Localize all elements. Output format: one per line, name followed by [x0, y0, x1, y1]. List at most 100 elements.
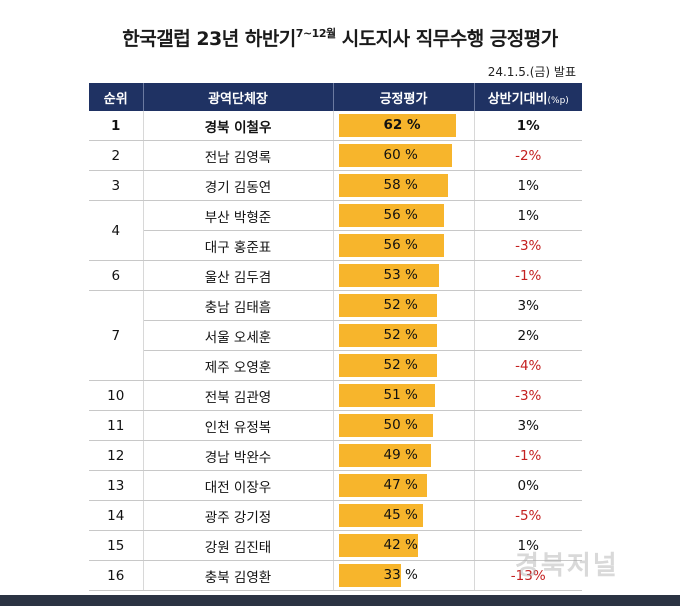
table-row: 12 경남 박완수 49 % -1% [89, 440, 582, 471]
governor-name: 경기 김동연 [143, 170, 334, 201]
header-name: 광역단체장 [143, 83, 334, 111]
release-date: 24.1.5.(금) 발표 [487, 65, 576, 79]
rating-bar [338, 114, 456, 137]
table-row: 13 대전 이장우 47 % 0% [89, 470, 582, 501]
watermark: 경북저널 [515, 551, 619, 581]
rating-value-label: 56 % [383, 207, 418, 223]
rank-cell: 13 [89, 470, 144, 501]
change-cell: -4% [474, 350, 582, 381]
change-cell: -2% [474, 140, 582, 171]
governor-name: 전남 김영록 [143, 140, 334, 171]
change-cell: -1% [474, 440, 582, 471]
rank-cell: 3 [89, 170, 144, 201]
governor-name: 충남 김태흠 [143, 290, 334, 321]
rating-value-label: 51 % [383, 387, 418, 403]
ranking-table: 순위 광역단체장 긍정평가 상반기대비(%p) 1 경북 이철우 62 % 1% 2 전남… [89, 83, 582, 591]
governor-name: 울산 김두겸 [143, 260, 334, 291]
rank-cell: 10 [89, 380, 144, 411]
table-row: 대구 홍준표 56 % -3% [89, 230, 582, 261]
rating-bar [338, 384, 435, 407]
header-change-unit: (%p) [547, 95, 569, 106]
rating-cell: 56 % [333, 230, 475, 261]
rating-cell: 47 % [333, 470, 475, 501]
change-cell: 1% [474, 200, 582, 231]
rating-cell: 53 % [333, 260, 475, 291]
footer-strip [0, 595, 680, 606]
rating-cell: 58 % [333, 170, 475, 201]
chart-title: 한국갤럽 23년 하반기7~12월 시도지사 직무수행 긍정평가 [0, 24, 680, 51]
rating-bar [338, 324, 437, 347]
table-row: 4 부산 박형준 56 % 1% [89, 200, 582, 261]
table-row: 16 충북 김영환 33 % -13% [89, 560, 582, 591]
rating-bar [338, 144, 452, 167]
rating-cell: 60 % [333, 140, 475, 171]
rank-cell: 7 [89, 290, 144, 381]
governor-name: 제주 오영훈 [143, 350, 334, 381]
governor-name: 경북 이철우 [143, 111, 334, 141]
title-period: 7~12월 [295, 27, 336, 40]
rating-cell: 45 % [333, 500, 475, 531]
rating-value-label: 33 % [383, 567, 418, 583]
table-row: 서울 오세훈 52 % 2% [89, 320, 582, 351]
rating-cell: 51 % [333, 380, 475, 411]
rating-bar [338, 234, 445, 257]
table-row: 14 광주 강기정 45 % -5% [89, 500, 582, 531]
title-main: 한국갤럽 23년 하반기 [122, 28, 296, 50]
rating-bar [338, 564, 401, 587]
rank-cell: 2 [89, 140, 144, 171]
change-cell: -13% [474, 560, 582, 591]
rating-bar [338, 414, 433, 437]
rating-cell: 42 % [333, 530, 475, 561]
rating-bar [338, 294, 437, 317]
rating-value-label: 47 % [383, 477, 418, 493]
table-row: 2 전남 김영록 60 % -2% [89, 140, 582, 171]
rating-value-label: 45 % [383, 507, 418, 523]
rank-cell: 11 [89, 410, 144, 441]
governor-name: 경남 박완수 [143, 440, 334, 471]
table-body: 1 경북 이철우 62 % 1% 2 전남 김영록 60 % -2% 3 경기 김동연 58 % 1%… [89, 111, 582, 591]
rank-cell: 15 [89, 530, 144, 561]
rating-bar [338, 444, 431, 467]
rating-cell: 56 % [333, 200, 475, 231]
rating-cell: 49 % [333, 440, 475, 471]
change-cell: -3% [474, 380, 582, 411]
change-cell: 2% [474, 320, 582, 351]
change-cell: -1% [474, 260, 582, 291]
rating-bar [338, 534, 418, 557]
rating-bar [338, 264, 439, 287]
rank-cell: 16 [89, 560, 144, 591]
table-row: 1 경북 이철우 62 % 1% [89, 111, 582, 141]
change-cell: -5% [474, 500, 582, 531]
rating-value-label: 42 % [383, 537, 418, 553]
table-row: 7 충남 김태흠 52 % 3% [89, 290, 582, 381]
rating-bar [338, 354, 437, 377]
rating-value-label: 49 % [383, 447, 418, 463]
rank-cell: 6 [89, 260, 144, 291]
change-cell: 3% [474, 410, 582, 441]
rating-bar [338, 504, 424, 527]
rating-value-label: 53 % [383, 267, 418, 283]
title-rest: 시도지사 직무수행 긍정평가 [335, 28, 559, 50]
rating-cell: 52 % [333, 350, 475, 381]
rating-bar [338, 174, 448, 197]
governor-name: 대구 홍준표 [143, 230, 334, 261]
governor-name: 부산 박형준 [143, 200, 334, 231]
rating-value-label: 62 % [383, 117, 421, 133]
governor-name: 강원 김진태 [143, 530, 334, 561]
change-cell: 1% [474, 170, 582, 201]
governor-name: 인천 유정복 [143, 410, 334, 441]
rating-value-label: 58 % [383, 177, 418, 193]
governor-name: 대전 이장우 [143, 470, 334, 501]
governor-name: 서울 오세훈 [143, 320, 334, 351]
rating-value-label: 52 % [383, 357, 418, 373]
rating-cell: 52 % [333, 320, 475, 351]
rank-cell: 1 [89, 111, 144, 141]
table-header-row: 순위 광역단체장 긍정평가 상반기대비(%p) [89, 83, 582, 111]
rank-cell: 14 [89, 500, 144, 531]
change-cell: 0% [474, 470, 582, 501]
header-rating: 긍정평가 [333, 83, 475, 111]
table-row: 10 전북 김관영 51 % -3% [89, 380, 582, 411]
table-row: 6 울산 김두겸 53 % -1% [89, 260, 582, 291]
rating-value-label: 52 % [383, 327, 418, 343]
rank-cell: 12 [89, 440, 144, 471]
